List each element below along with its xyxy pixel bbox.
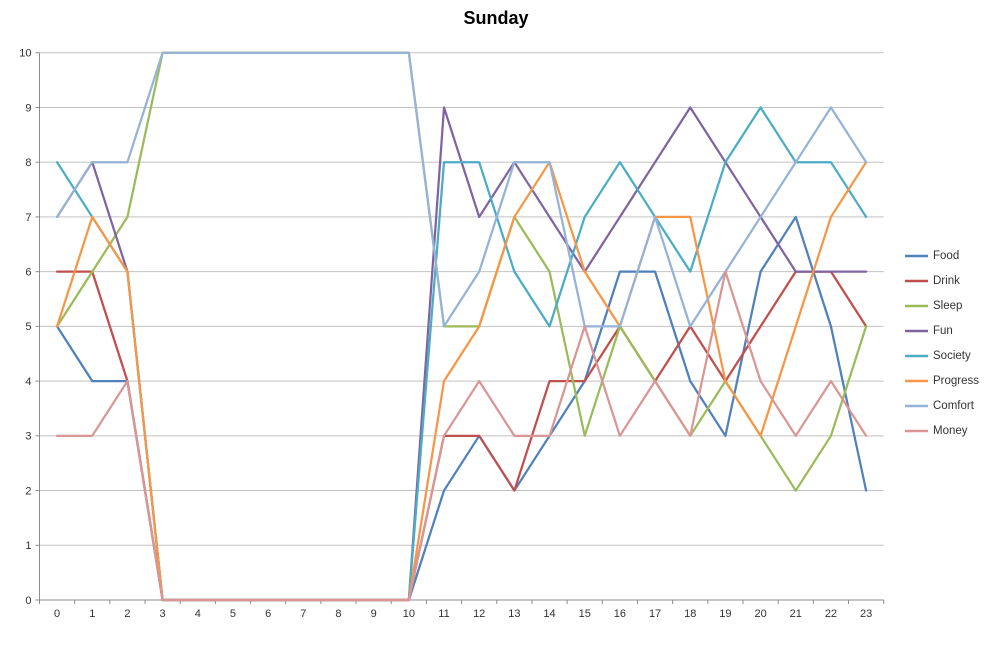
legend-label-sleep: Sleep (933, 299, 963, 312)
x-axis-label: 22 (825, 608, 837, 620)
legend-label-fun: Fun (933, 324, 953, 337)
x-axis-label: 13 (508, 608, 520, 620)
legend-label-progress: Progress (933, 374, 980, 387)
x-axis-label: 16 (614, 608, 626, 620)
legend-swatch-comfort (905, 404, 928, 407)
legend-label-comfort: Comfort (933, 399, 974, 412)
legend-swatch-society (905, 354, 928, 357)
chart-title[interactable]: Sunday (463, 8, 529, 28)
y-axis-label: 7 (25, 212, 31, 224)
legend: Food Drink Sleep Fun Society Progress Comfort M… (905, 243, 979, 443)
x-axis-label: 7 (300, 608, 306, 620)
series-line-money[interactable] (55, 270, 868, 602)
x-axis-label: 5 (230, 608, 236, 620)
x-axis-label: 8 (335, 608, 341, 620)
legend-label-drink: Drink (933, 274, 960, 287)
x-axis-label: 15 (579, 608, 591, 620)
x-axis-label: 10 (403, 608, 415, 620)
legend-item-society[interactable]: Society (905, 343, 979, 368)
legend-swatch-sleep (905, 304, 928, 307)
x-axis-label: 23 (860, 608, 872, 620)
y-axis-label: 2 (25, 485, 31, 497)
y-axis-label: 3 (25, 431, 31, 443)
legend-swatch-food (905, 254, 928, 257)
x-axis-label: 18 (684, 608, 696, 620)
legend-item-drink[interactable]: Drink (905, 268, 979, 293)
legend-item-fun[interactable]: Fun (905, 318, 979, 343)
x-axis-label: 20 (754, 608, 766, 620)
x-axis-label: 17 (649, 608, 661, 620)
x-axis-label: 12 (473, 608, 485, 620)
x-axis-label: 2 (124, 608, 130, 620)
legend-swatch-money (905, 429, 928, 432)
legend-item-food[interactable]: Food (905, 243, 979, 268)
x-axis-label: 3 (160, 608, 166, 620)
legend-item-progress[interactable]: Progress (905, 368, 979, 393)
x-axis-label: 1 (89, 608, 95, 620)
y-axis-label: 10 (19, 48, 31, 60)
y-axis-label: 8 (25, 157, 31, 169)
y-axis-label: 0 (25, 595, 31, 607)
x-axis-label: 4 (195, 608, 201, 620)
y-axis-label: 9 (25, 102, 31, 114)
x-axis-label: 11 (438, 608, 449, 620)
legend-item-comfort[interactable]: Comfort (905, 393, 979, 418)
x-axis-label: 14 (543, 608, 555, 620)
legend-item-money[interactable]: Money (905, 418, 979, 443)
legend-label-food: Food (933, 249, 960, 262)
legend-swatch-fun (905, 329, 928, 332)
x-axis-label: 21 (790, 608, 802, 620)
series-line-comfort[interactable] (55, 51, 868, 328)
y-axis-label: 1 (25, 540, 31, 552)
x-axis-label: 6 (265, 608, 271, 620)
legend-swatch-drink (905, 279, 928, 282)
legend-item-sleep[interactable]: Sleep (905, 293, 979, 318)
x-axis-label: 19 (719, 608, 731, 620)
x-axis-label: 0 (54, 608, 60, 620)
legend-swatch-progress (905, 379, 928, 382)
x-axis-label: 9 (371, 608, 377, 620)
y-axis-label: 5 (25, 321, 31, 333)
legend-label-money: Money (933, 424, 968, 437)
legend-label-society: Society (933, 349, 971, 362)
y-axis-label: 6 (25, 267, 31, 279)
y-axis-label: 4 (25, 376, 31, 388)
